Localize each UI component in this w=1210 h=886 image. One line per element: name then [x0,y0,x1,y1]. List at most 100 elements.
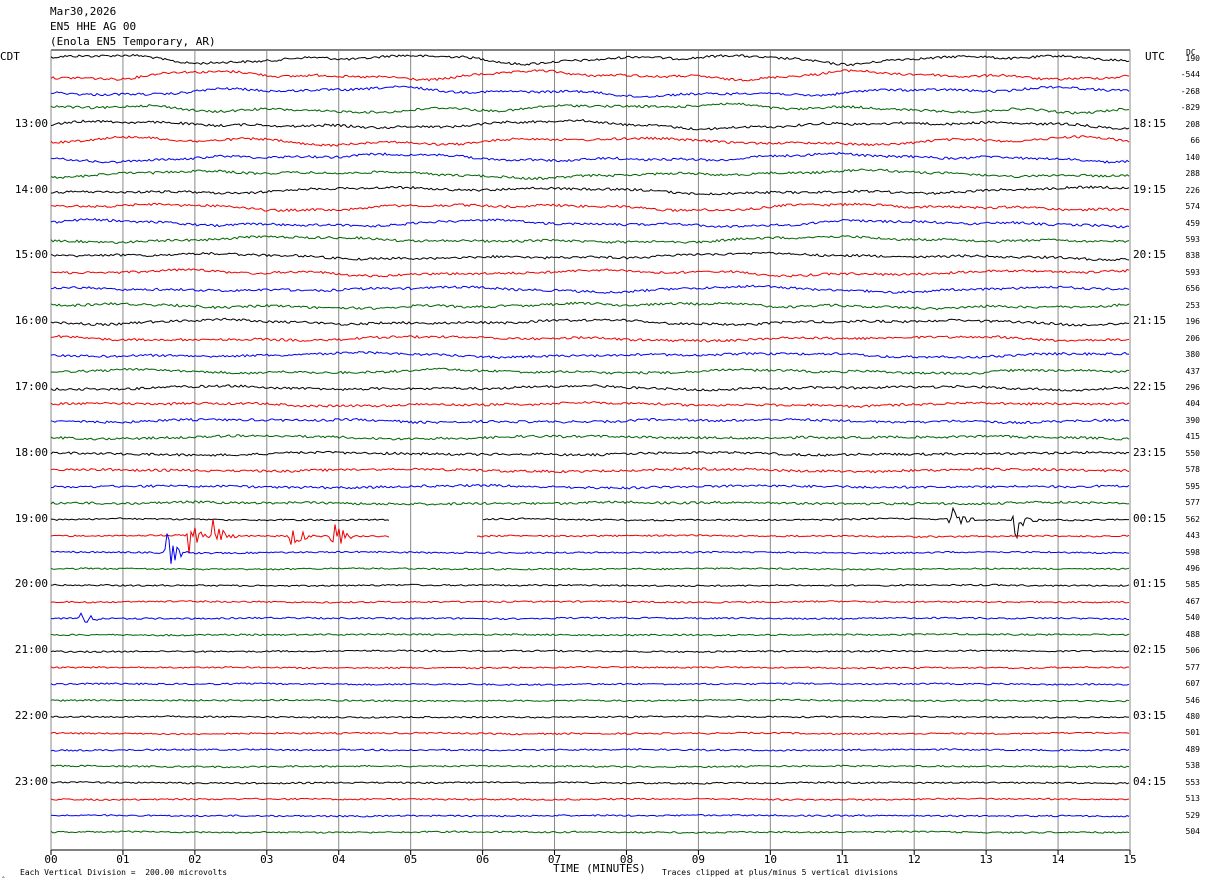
scale-note: Each Vertical Division = 200.00 microvol… [20,868,228,877]
right-hour-label: 04:15 [1133,774,1167,788]
dc-offset-label: 488 [1185,629,1200,639]
trace-line [50,500,1130,506]
dc-offset-label: 196 [1185,317,1200,327]
dc-offset-label: 540 [1185,613,1200,623]
trace-line [50,284,1130,294]
right-timezone-label: UTC [1145,50,1165,63]
dc-offset-label: 562 [1185,514,1200,524]
dc-offset-label: 607 [1185,679,1200,689]
left-hour-label: 22:00 [14,709,48,722]
right-hour-label: 02:15 [1133,643,1167,657]
x-tick-label: 04 [332,853,346,866]
x-tick-label: 14 [1051,853,1065,866]
dc-offset-label: 546 [1185,695,1200,705]
left-hour-label: 15:00 [14,248,48,262]
trace-line [50,649,1130,653]
dc-offset-label: 390 [1185,415,1200,425]
left-hour-label: 17:00 [14,380,48,393]
dc-offset-label: 595 [1185,481,1200,491]
trace-line [50,85,1130,98]
dc-offset-label: 459 [1185,218,1200,228]
dc-offset-label: 656 [1185,284,1200,294]
trace-line [50,135,1130,147]
trace-line [50,450,1130,457]
x-tick-label: 11 [836,853,849,866]
dc-offset-label: 504 [1185,827,1200,837]
x-tick-label: 02 [188,853,201,866]
header-channel: EN5 HHE AG 00 [50,20,137,33]
trace-line [50,567,1130,571]
right-hour-label: 03:15 [1133,709,1167,722]
right-hour-label: 23:15 [1133,445,1167,459]
left-hour-label: 21:00 [14,643,48,657]
right-hour-label: 01:15 [1133,577,1167,591]
x-tick-label: 09 [692,853,705,866]
dc-offset-label: 404 [1185,399,1200,409]
left-hour-label: 23:00 [14,774,48,788]
trace-line [50,69,1130,82]
trace-line [50,434,1130,441]
x-tick-label: 01 [116,853,129,866]
dc-offset-label: 206 [1185,333,1200,343]
right-hour-label: 00:15 [1133,511,1167,525]
trace-line [50,235,1130,245]
trace-line [50,533,1130,564]
dc-offset-label: 577 [1185,662,1200,672]
dc-offset-label: 538 [1185,761,1200,771]
x-tick-label: 06 [476,853,489,866]
trace-line [50,384,1130,392]
dc-offset-label: 190 [1185,54,1200,63]
trace-line [50,632,1130,637]
trace-line [50,268,1130,278]
dc-offset-label: 585 [1185,580,1200,590]
left-hour-label: 14:00 [14,182,48,196]
trace-line [50,813,1130,818]
header-station: (Enola EN5 Temporary, AR) [50,35,216,48]
dc-offset-label: 208 [1185,119,1200,129]
trace-line [50,467,1130,474]
plot-grid [50,49,1131,851]
dc-offset-label: 415 [1185,432,1200,442]
trace-line [50,764,1130,769]
left-hour-label: 19:00 [14,511,48,525]
left-hour-label: 13:00 [14,116,48,130]
x-axis-ticks: 00 01 02 03 04 05 06 07 08 09 10 11 12 13 14 15 [44,850,1137,866]
dc-offset-label: 467 [1185,596,1200,606]
dc-offset-label: 140 [1185,152,1200,162]
trace-line [50,698,1130,703]
dc-offset-label: 437 [1185,366,1200,376]
x-tick-label: 10 [764,853,777,866]
left-hour-label: 20:00 [14,577,48,591]
header-date: Mar30,2026 [50,5,117,18]
dc-offset-label: 550 [1185,448,1200,458]
x-tick-label: 13 [980,853,993,866]
corner-mark: ‸ [2,869,5,878]
trace-line [50,665,1130,670]
left-hour-label: 16:00 [14,314,48,328]
trace-line [50,506,1129,540]
trace-line [50,350,1130,360]
trace-line [50,715,1129,719]
dc-offset-label: 529 [1185,810,1200,820]
dc-offset-label: -268 [1180,86,1200,96]
dc-offset-label: 593 [1185,234,1200,244]
trace-line [50,367,1130,376]
trace-line [50,151,1130,164]
x-tick-label: 12 [908,853,921,866]
trace-line [50,731,1130,736]
x-axis-title: TIME (MINUTES) [553,862,646,875]
dc-offset-label: 380 [1185,350,1200,360]
dc-offset-label: 296 [1185,383,1200,392]
trace-line [50,301,1130,311]
clip-note: Traces clipped at plus/minus 5 vertical … [662,868,899,877]
right-hour-label: 19:15 [1133,182,1167,196]
trace-line [50,600,1130,604]
left-hour-label: 18:00 [14,445,48,459]
trace-line [50,518,1130,554]
x-tick-label: 03 [260,853,273,866]
dc-label: DC [1186,48,1196,57]
dc-offset-label: 838 [1185,251,1200,261]
dc-offset-label: 578 [1185,465,1200,475]
dc-offset-label: 501 [1185,728,1200,738]
dc-offset-label: 443 [1185,531,1200,541]
